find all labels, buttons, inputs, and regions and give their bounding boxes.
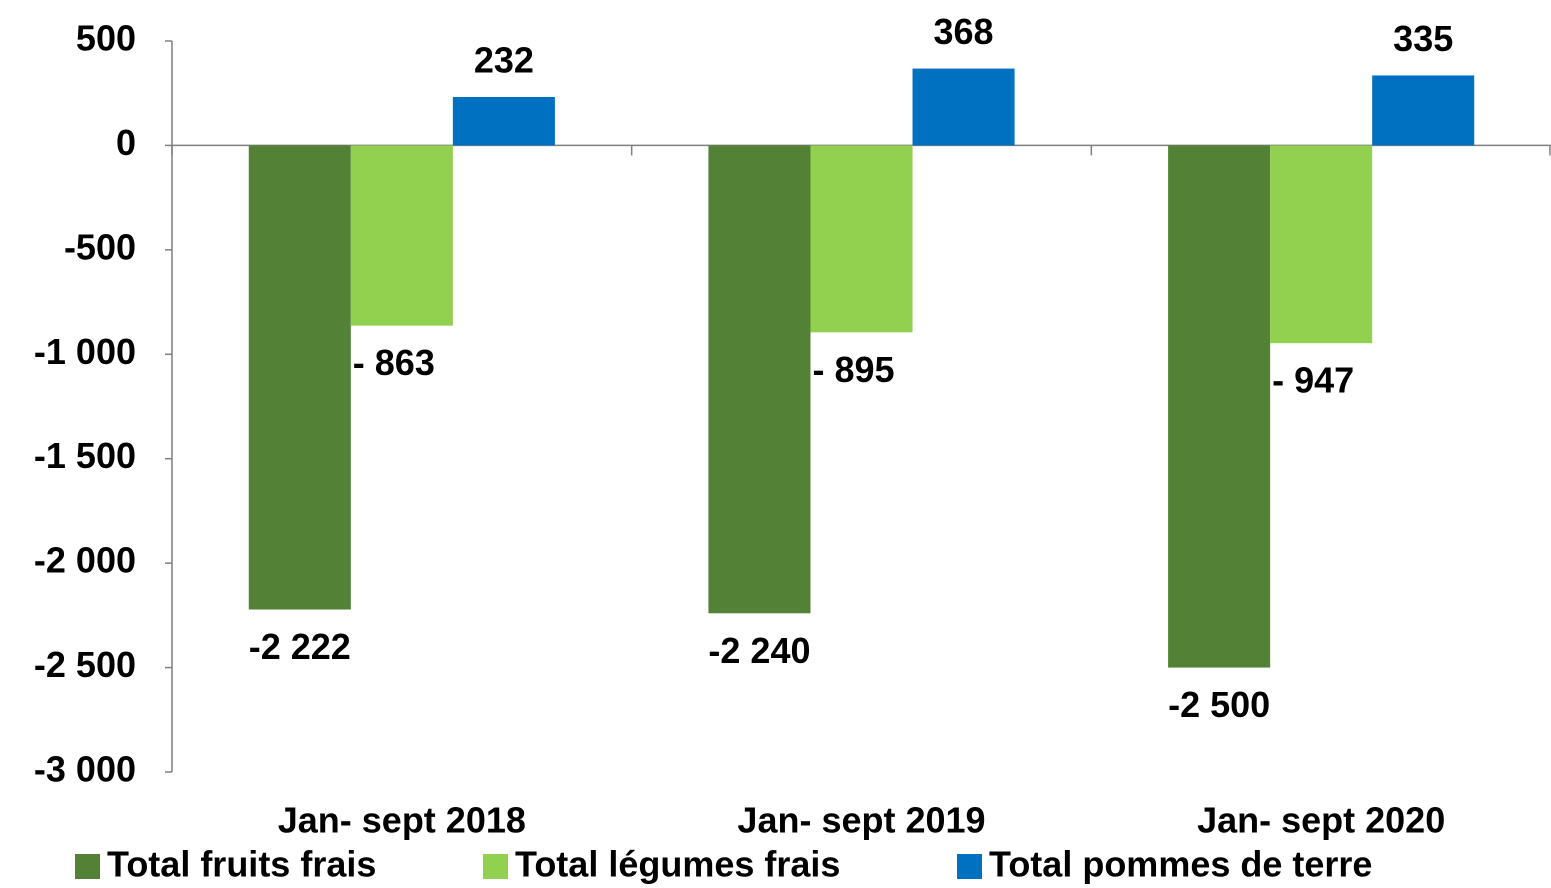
value-label: - 947 [1272,360,1354,401]
x-tick-label: Jan- sept 2019 [737,800,985,841]
x-tick-label: Jan- sept 2018 [278,800,526,841]
y-tick-label: 500 [76,18,136,59]
y-tick-label: -500 [64,226,136,267]
bar [1372,75,1475,146]
legend-swatch [75,854,100,879]
y-tick-label: -2 500 [34,644,136,685]
y-tick-label: 0 [116,122,136,163]
bar [1168,145,1271,668]
legend-label: Total légumes frais [515,844,840,885]
value-label: 232 [474,39,534,80]
bar [708,145,811,614]
legend-swatch [957,854,982,879]
value-label: -2 500 [1168,684,1270,725]
y-tick-label: -1 500 [34,435,136,476]
value-label: - 895 [812,349,894,390]
value-label: - 863 [353,342,435,383]
y-tick-label: -2 000 [34,540,136,581]
value-label: 335 [1393,18,1453,59]
x-tick-label: Jan- sept 2020 [1197,800,1445,841]
y-tick-label: -1 000 [34,331,136,372]
bar [810,145,913,333]
bar [248,145,351,610]
legend-label: Total fruits frais [107,844,376,885]
legend-label: Total pommes de terre [989,844,1372,885]
bar [912,68,1015,146]
value-label: -2 222 [249,626,351,667]
value-label: -2 240 [708,630,810,671]
bar [350,145,453,326]
value-label: 368 [934,11,994,52]
legend-swatch [483,854,508,879]
bar [452,96,555,146]
bar [1270,145,1373,344]
y-tick-label: -3 000 [34,749,136,790]
